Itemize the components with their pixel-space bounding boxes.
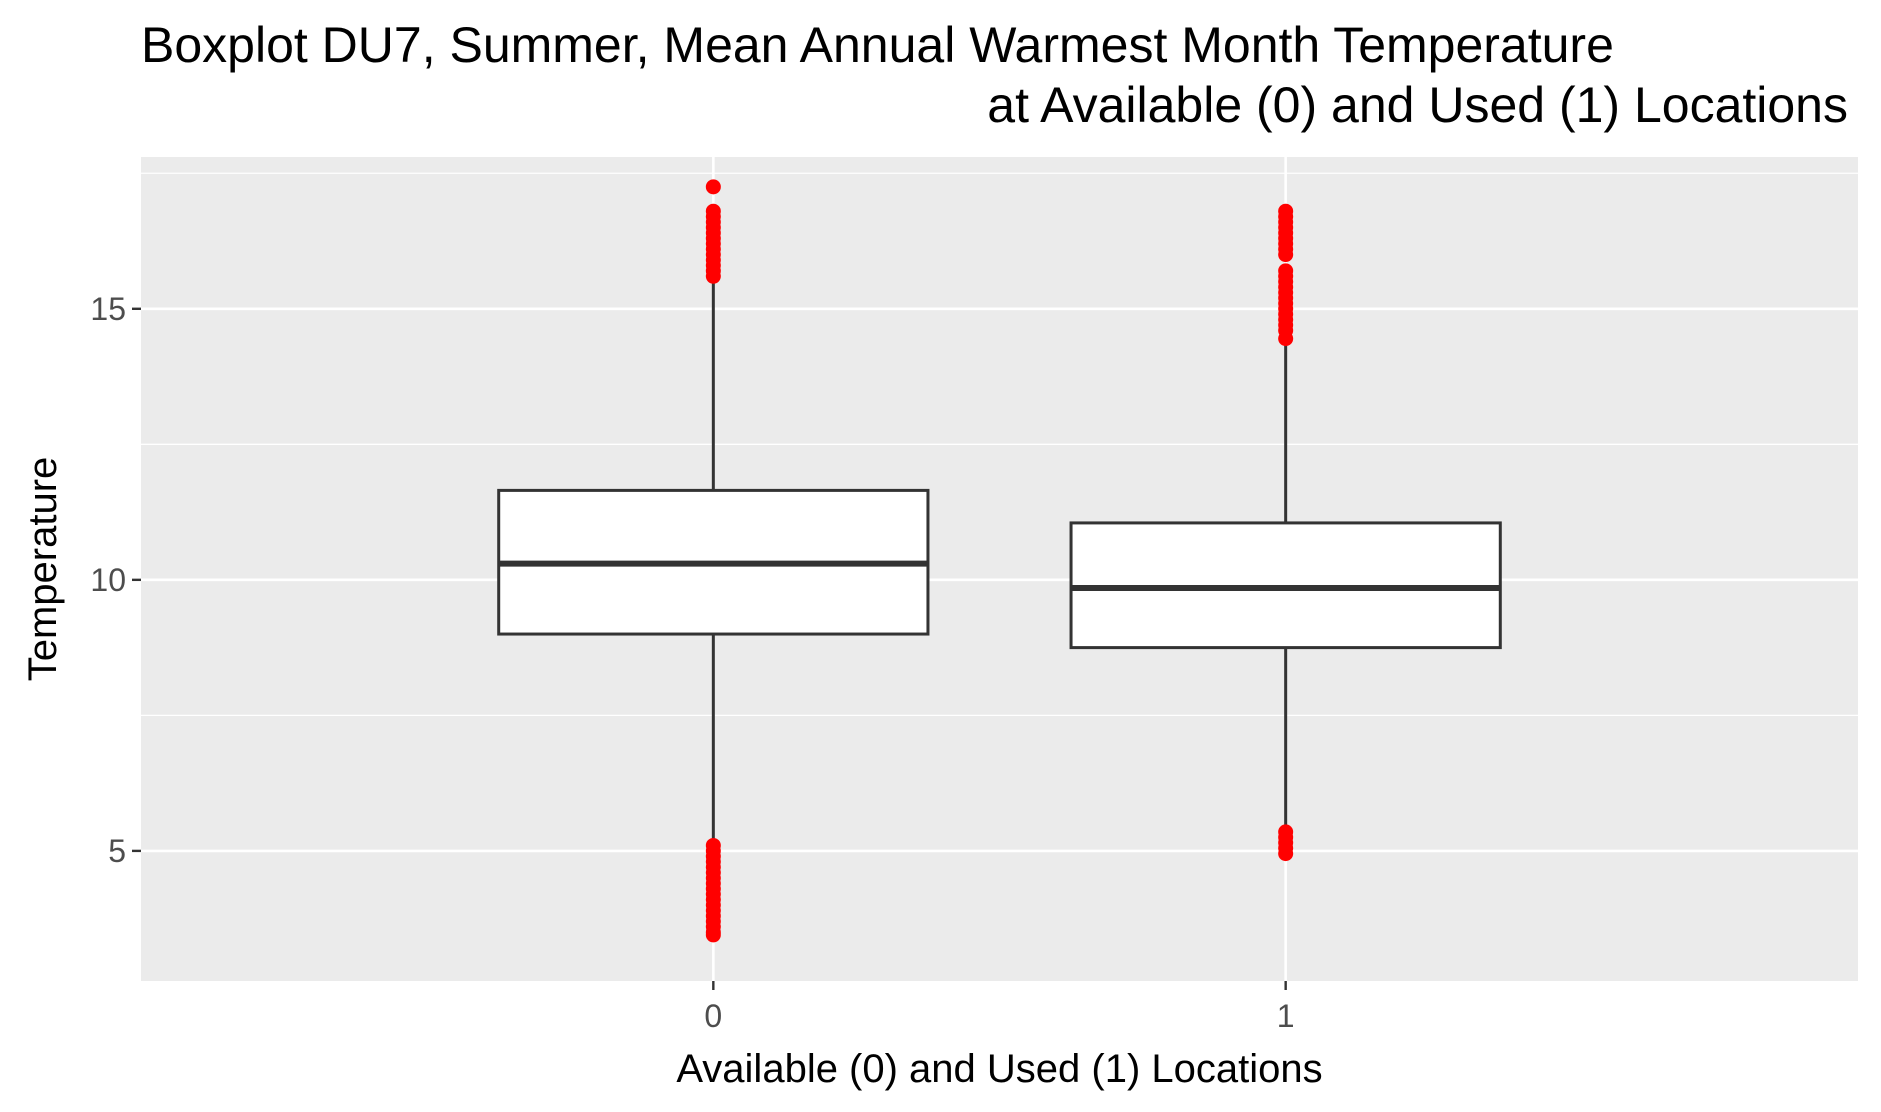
box-group-0 xyxy=(497,179,930,943)
chart-title-line-2: at Available (0) and Used (1) Locations xyxy=(987,77,1848,133)
plot-panel xyxy=(141,157,1858,981)
x-tick-label: 0 xyxy=(704,998,722,1034)
outlier-point xyxy=(1278,263,1294,279)
x-tick-label: 1 xyxy=(1277,998,1295,1034)
x-axis-title: Available (0) and Used (1) Locations xyxy=(676,1047,1322,1091)
y-tick-label: 5 xyxy=(108,833,126,869)
chart-title-line-1: Boxplot DU7, Summer, Mean Annual Warmest… xyxy=(141,17,1614,73)
box-layer xyxy=(497,179,1502,943)
outlier-point xyxy=(705,203,721,219)
axis-ticks: 5 10 15 0 1 xyxy=(90,291,1294,1034)
outlier-point xyxy=(1278,824,1294,840)
outlier-point xyxy=(705,179,721,195)
outlier-point xyxy=(1278,203,1294,219)
y-tick-label: 10 xyxy=(90,562,126,598)
y-axis-title: Temperature xyxy=(21,457,65,682)
box-group-1 xyxy=(1069,203,1502,862)
outlier-point xyxy=(705,837,721,853)
y-tick-label: 15 xyxy=(90,291,126,327)
